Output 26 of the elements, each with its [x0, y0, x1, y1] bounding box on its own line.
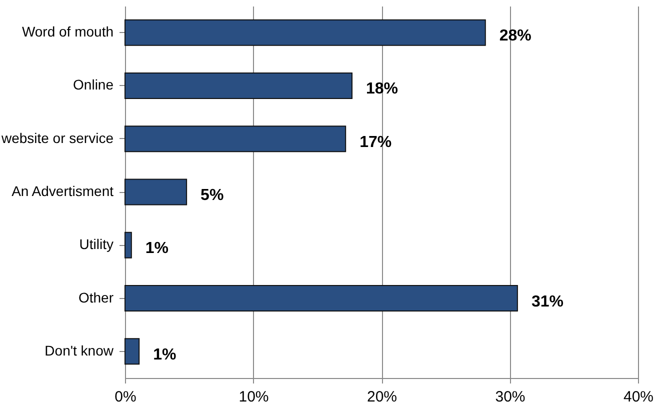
x-tick-label: 0%	[114, 388, 136, 406]
bar	[124, 126, 346, 152]
y-tick-label: Word of mouth	[22, 24, 114, 40]
data-label: 1%	[145, 240, 169, 258]
bar	[124, 232, 132, 258]
y-tick-label: Other	[78, 289, 114, 306]
bar	[124, 72, 353, 99]
y-tick-label: website or service	[0, 130, 114, 146]
bar	[124, 19, 486, 46]
data-label: 5%	[200, 187, 224, 204]
y-tick-label: Utility	[79, 236, 114, 252]
data-label: 18%	[366, 80, 398, 98]
bar	[124, 338, 140, 365]
y-tick-label: Online	[73, 76, 114, 93]
y-tick-label: Don't know	[44, 342, 114, 358]
data-label: 31%	[531, 293, 564, 310]
data-label: 17%	[360, 134, 392, 151]
data-label: 1%	[153, 346, 176, 364]
y-tick-label: An Advertisment	[12, 183, 114, 199]
x-tick-label: 40%	[623, 388, 654, 406]
bar	[124, 285, 518, 312]
x-tick-label: 10%	[238, 388, 269, 406]
x-tick-label: 20%	[366, 388, 398, 406]
bar	[124, 178, 188, 206]
data-label: 28%	[499, 28, 532, 45]
x-tick-label: 30%	[495, 388, 526, 406]
